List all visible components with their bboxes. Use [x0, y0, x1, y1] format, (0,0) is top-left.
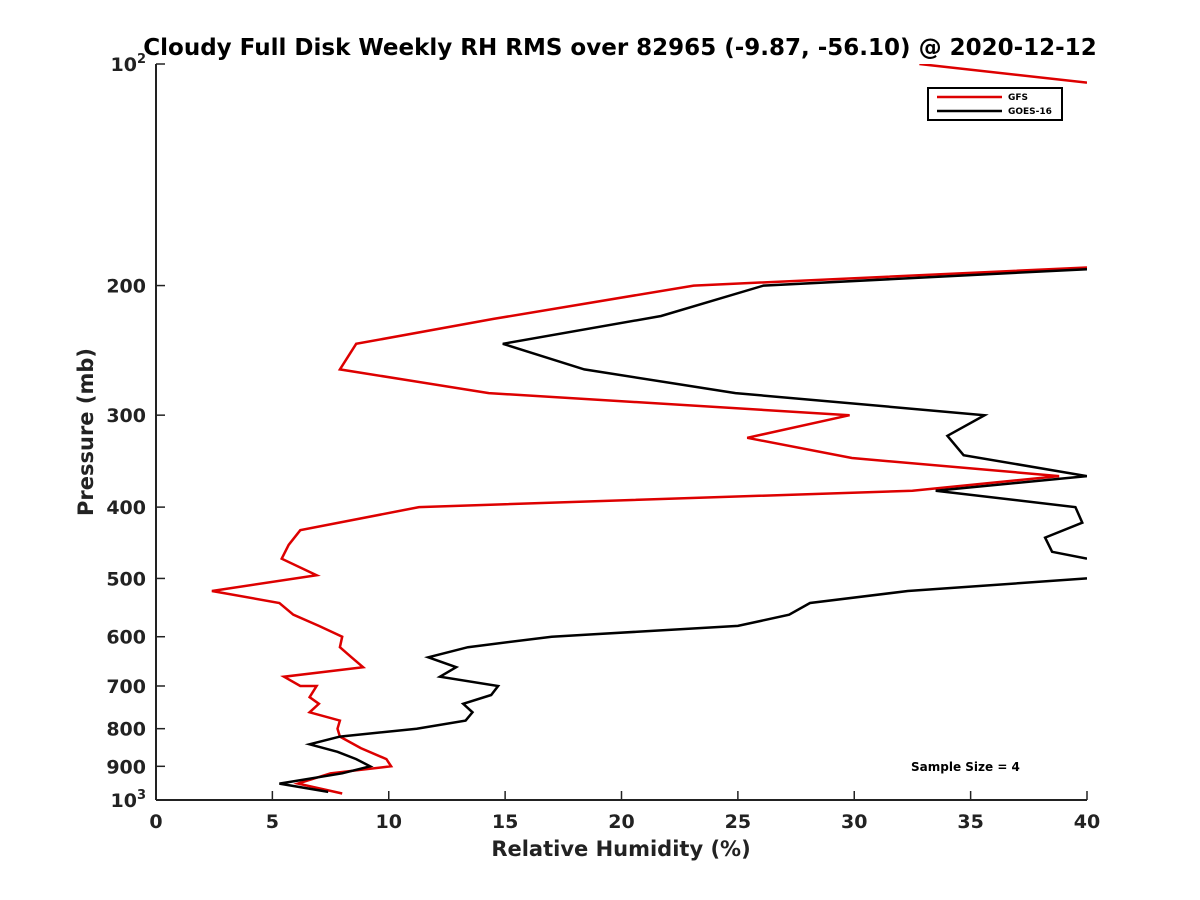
y-tick-label: 300	[106, 405, 146, 427]
x-tick-label: 35	[957, 811, 983, 833]
legend: GFS GOES-16	[927, 87, 1063, 121]
x-tick-label: 5	[266, 811, 279, 833]
x-tick-label: 15	[492, 811, 518, 833]
y-tick-label: 700	[106, 676, 146, 698]
y-axis-label: Pressure (mb)	[74, 348, 98, 516]
series-line-gfs	[211, 64, 1087, 795]
sample-size-annotation: Sample Size = 4	[911, 760, 1020, 774]
legend-label-gfs: GFS	[1008, 93, 1028, 103]
x-axis-label: Relative Humidity (%)	[491, 837, 750, 861]
plot-area	[211, 64, 1087, 795]
x-tick-label: 25	[725, 811, 751, 833]
legend-box	[927, 87, 1063, 121]
x-tick-label: 10	[376, 811, 402, 833]
chart-title: Cloudy Full Disk Weekly RH RMS over 8296…	[143, 35, 1096, 61]
y-tick-label: 400	[106, 497, 146, 519]
y-tick-label: 500	[106, 568, 146, 590]
legend-label-goes-16: GOES-16	[1008, 107, 1052, 117]
y-tick-label: 600	[106, 627, 146, 649]
series-line-goes-16	[279, 267, 1087, 794]
x-tick-label: 20	[608, 811, 634, 833]
x-axis-ticks: 0 5 10 15 20 25 30 35 40	[149, 791, 1100, 833]
y-tick-label: 900	[106, 756, 146, 778]
x-tick-label: 30	[841, 811, 867, 833]
y-tick-label: 200	[106, 276, 146, 298]
x-tick-label: 40	[1074, 811, 1100, 833]
y-tick-label: 800	[106, 719, 146, 741]
x-tick-label: 0	[149, 811, 162, 833]
